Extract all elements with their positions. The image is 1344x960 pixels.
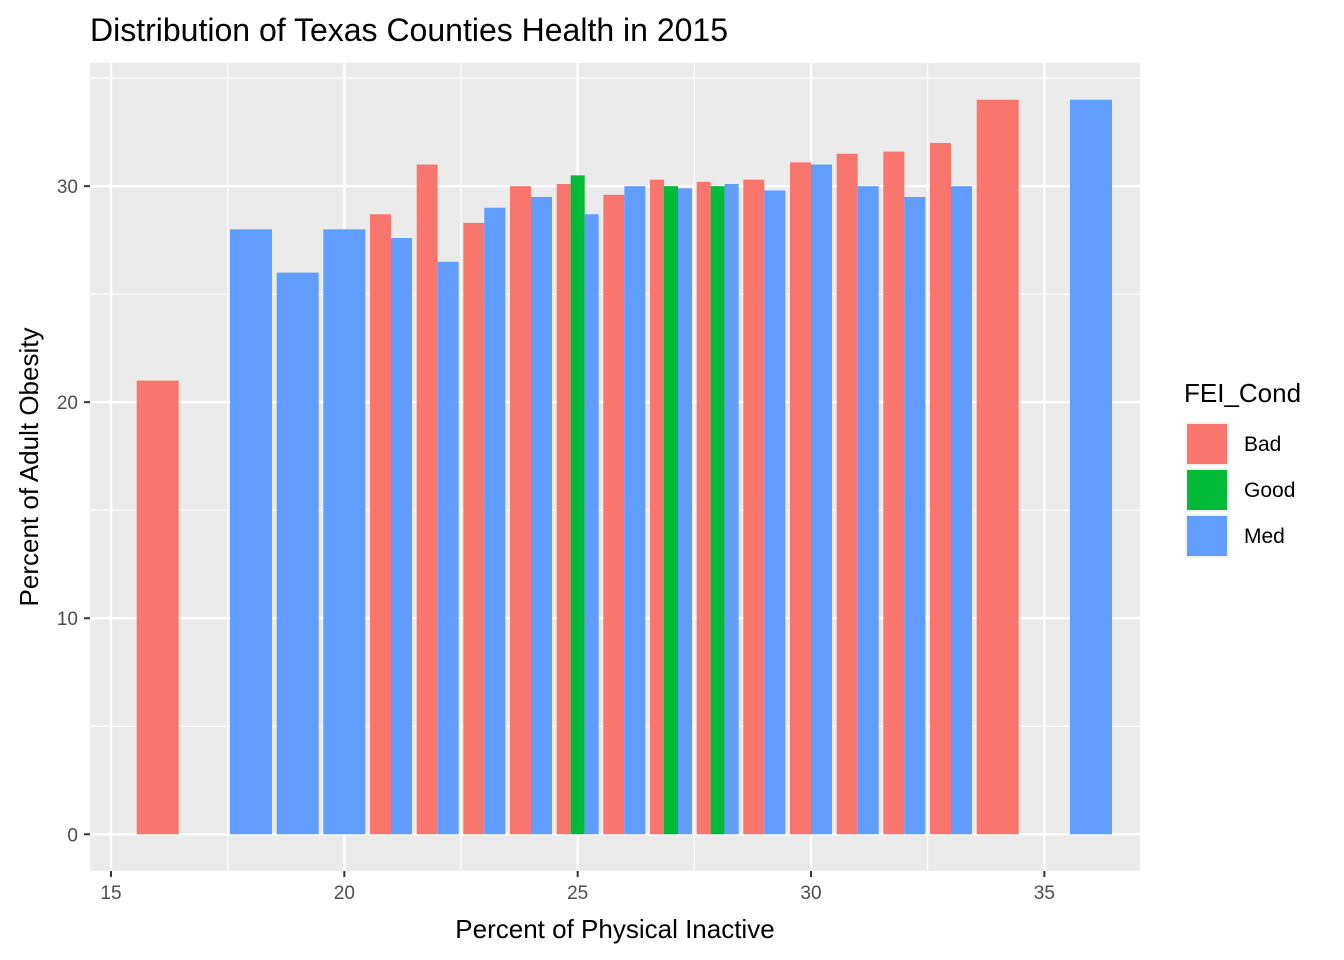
chart-title: Distribution of Texas Counties Health in… — [90, 12, 728, 48]
bar-bad — [416, 164, 438, 835]
y-tick-label: 0 — [67, 825, 78, 846]
x-tick-label: 20 — [334, 883, 355, 904]
bar-med — [724, 183, 739, 835]
legend-key-med — [1187, 516, 1227, 556]
bar-bad — [836, 153, 858, 835]
legend: FEI_Cond Bad Good Med — [1184, 378, 1301, 558]
bar-med — [951, 186, 972, 835]
bar-bad — [743, 179, 765, 835]
bar-bad — [696, 181, 711, 835]
legend-key-bad — [1187, 424, 1227, 464]
bar-med — [624, 186, 646, 835]
bars — [136, 99, 1112, 835]
bar-med — [904, 196, 926, 835]
bar-bad — [463, 222, 485, 835]
bar-bad — [930, 142, 951, 835]
y-axis: 0 10 20 30 — [57, 177, 90, 846]
bar-med — [764, 190, 786, 835]
bar-bad — [370, 214, 391, 835]
bar-bad — [790, 162, 811, 835]
legend-title: FEI_Cond — [1184, 378, 1301, 408]
bar-med — [1070, 99, 1112, 835]
bar-bad — [603, 194, 625, 835]
bar-good — [570, 175, 585, 835]
bar-bad — [556, 183, 571, 835]
bar-bad — [883, 151, 905, 835]
x-tick-label: 35 — [1034, 883, 1055, 904]
bar-med — [276, 272, 319, 835]
y-tick-label: 20 — [57, 393, 78, 414]
bar-med — [391, 237, 412, 835]
bar-med — [584, 214, 599, 835]
legend-label-med: Med — [1244, 525, 1285, 548]
bar-bad — [650, 179, 664, 835]
y-tick-label: 10 — [57, 609, 78, 630]
x-tick-label: 25 — [567, 883, 588, 904]
x-axis: 15 20 25 30 35 — [100, 871, 1055, 904]
bar-good — [664, 186, 678, 835]
bar-med — [811, 164, 832, 835]
x-tick-label: 15 — [100, 883, 121, 904]
bar-med — [437, 261, 459, 835]
legend-label-bad: Bad — [1244, 433, 1281, 456]
bar-med — [857, 186, 879, 835]
bar-med — [531, 196, 552, 835]
bar-bad — [136, 380, 179, 835]
legend-label-good: Good — [1244, 479, 1295, 502]
x-axis-title: Percent of Physical Inactive — [455, 914, 774, 944]
bar-med — [484, 207, 506, 835]
bar-med — [678, 188, 692, 835]
legend-key-good — [1187, 470, 1227, 510]
bar-good — [710, 186, 725, 835]
y-tick-label: 30 — [57, 177, 78, 198]
bar-med — [230, 229, 272, 835]
bar-med — [323, 229, 366, 835]
x-tick-label: 30 — [800, 883, 821, 904]
bar-bad — [510, 186, 531, 835]
y-axis-title: Percent of Adult Obesity — [14, 328, 44, 607]
bar-bad — [976, 99, 1019, 835]
